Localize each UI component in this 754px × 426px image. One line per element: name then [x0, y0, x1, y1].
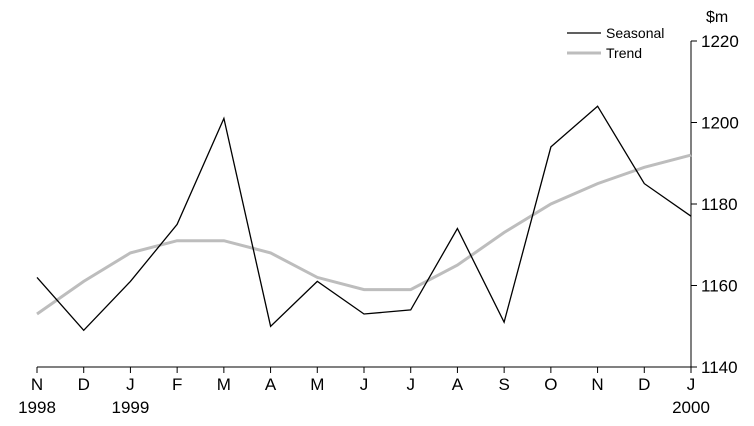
- x-tick-label: J: [126, 375, 135, 394]
- x-tick-label: D: [78, 375, 90, 394]
- series-layer: [36, 105, 692, 332]
- x-tick-label: F: [172, 375, 182, 394]
- x-tick-label: J: [687, 375, 696, 394]
- x-tick-label: S: [498, 375, 509, 394]
- x-year-label: 1999: [112, 398, 150, 417]
- y-tick-label: 1140: [701, 358, 738, 377]
- x-tick-label: A: [265, 375, 277, 394]
- x-tick-label: A: [452, 375, 464, 394]
- x-tick-label: N: [31, 375, 43, 394]
- legend: Seasonal Trend: [567, 25, 664, 61]
- x-tick-label: N: [591, 375, 603, 394]
- x-year-label: 1998: [18, 398, 56, 417]
- y-tick-label: 1180: [701, 195, 738, 214]
- series-line-seasonal: [36, 105, 692, 332]
- x-tick-label: D: [638, 375, 650, 394]
- x-tick-label: M: [310, 375, 324, 394]
- legend-label-trend: Trend: [606, 45, 642, 61]
- y-tick-label: 1200: [701, 114, 739, 133]
- x-tick-label: J: [406, 375, 415, 394]
- y-tick-label: 1160: [701, 277, 738, 296]
- x-tick-label: M: [217, 375, 231, 394]
- x-tick-label: O: [544, 375, 557, 394]
- x-tick-label: J: [360, 375, 369, 394]
- legend-label-seasonal: Seasonal: [606, 25, 664, 41]
- series-line-trend: [36, 153, 692, 316]
- y-tick-label: 1220: [701, 32, 739, 51]
- x-year-label: 2000: [672, 398, 710, 417]
- axes: N D J F M A M J J A S O N D J 1998 1999 2000 1140 1160 1180 1…: [18, 32, 739, 417]
- y-axis-unit-label: $m: [706, 9, 728, 26]
